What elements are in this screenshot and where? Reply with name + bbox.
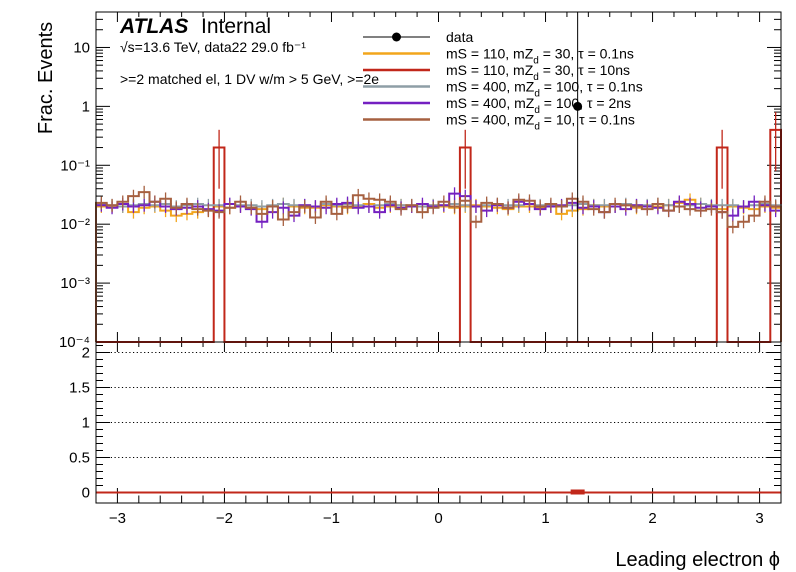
ratio-frame	[95, 341, 782, 504]
y-tick-label: 1	[82, 98, 90, 115]
ratio-content: 0 0.5 1 1.5 2 −3 −2 −1 0 1 2 3	[69, 345, 781, 527]
legend-entry: mS = 400, mZd = 100, τ = 2ns	[446, 95, 631, 116]
histogram-series-5	[95, 191, 782, 342]
y-tick-label: 10⁻²	[60, 216, 90, 233]
atlas-label: ATLAS	[119, 15, 188, 38]
histogram-series-3	[95, 203, 782, 342]
y-axis-title: Frac. Events	[35, 22, 57, 134]
main-error-bars	[100, 12, 777, 342]
y-tick-label: 10⁻¹	[60, 157, 90, 174]
data-point	[573, 101, 583, 111]
main-histograms	[95, 128, 782, 343]
x-tick-label: −3	[109, 510, 126, 527]
histogram-series-2	[96, 128, 782, 343]
legend-entry: mS = 400, mZd = 100, τ = 0.1ns	[446, 79, 643, 100]
x-tick-label: −1	[323, 510, 340, 527]
x-tick-label: 2	[648, 510, 656, 527]
ratio-y-tick-label: 1	[82, 415, 90, 432]
legend-entry: data	[446, 29, 473, 45]
y-tick-label: 10⁻⁴	[59, 334, 90, 351]
atlas-status: Internal	[201, 15, 271, 38]
histogram-series-4	[95, 192, 782, 342]
y-tick-label: 10	[73, 39, 90, 56]
x-tick-label: 1	[541, 510, 549, 527]
ratio-y-tick-label: 1.5	[69, 380, 90, 397]
histogram-series-1	[95, 198, 782, 342]
x-tick-label: 3	[755, 510, 763, 527]
x-tick-label: −2	[216, 510, 233, 527]
selection-text: >=2 matched el, 1 DV w/m > 5 GeV, >=2e	[120, 71, 379, 87]
legend-marker-data	[392, 32, 401, 42]
legend-entry: mS = 400, mZd = 10, τ = 0.1ns	[446, 112, 635, 133]
y-tick-label: 10⁻³	[60, 275, 90, 292]
legend-entry: mS = 110, mZd = 30, τ = 10ns	[446, 62, 630, 83]
ratio-y-tick-label: 2	[82, 345, 90, 362]
x-axis-title: Leading electron ϕ	[615, 549, 780, 571]
x-tick-label: 0	[434, 510, 442, 527]
legend-entry: mS = 110, mZd = 30, τ = 0.1ns	[446, 46, 634, 67]
ratio-marker	[570, 489, 585, 495]
ratio-y-tick-label: 0.5	[69, 450, 90, 467]
main-frame	[95, 11, 782, 343]
energy-lumi-text: √s=13.6 TeV, data22 29.0 fb⁻¹	[120, 39, 306, 55]
ratio-y-tick-label: 0	[82, 485, 90, 502]
